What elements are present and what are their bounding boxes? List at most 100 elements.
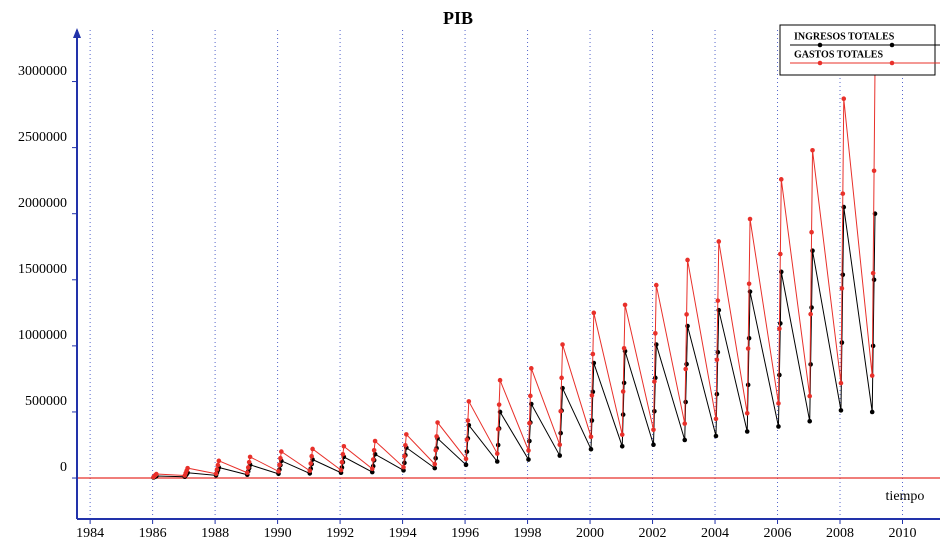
y-tick-label: 2500000 bbox=[18, 130, 67, 145]
data-point bbox=[557, 442, 563, 448]
data-point bbox=[685, 257, 690, 263]
x-axis-label: tiempo bbox=[886, 489, 925, 504]
data-point bbox=[369, 466, 375, 472]
data-point bbox=[622, 302, 628, 308]
data-point bbox=[310, 446, 315, 452]
data-point bbox=[839, 340, 845, 345]
data-point bbox=[591, 310, 597, 316]
data-point bbox=[651, 427, 656, 433]
data-point bbox=[684, 361, 689, 367]
data-point bbox=[464, 449, 470, 454]
data-point bbox=[714, 357, 720, 363]
data-point bbox=[684, 312, 689, 317]
data-point bbox=[808, 311, 813, 317]
data-point bbox=[652, 408, 657, 414]
data-point bbox=[402, 453, 407, 459]
legend-dot bbox=[889, 42, 895, 48]
data-point bbox=[494, 451, 500, 456]
data-point bbox=[744, 410, 750, 416]
y-axis-arrow bbox=[73, 28, 81, 38]
data-point bbox=[433, 455, 438, 461]
data-point bbox=[840, 272, 846, 278]
data-point bbox=[620, 412, 626, 417]
data-point bbox=[619, 432, 625, 437]
data-point bbox=[808, 362, 813, 367]
data-point bbox=[588, 446, 594, 452]
data-point bbox=[713, 416, 719, 422]
data-point bbox=[213, 471, 219, 477]
y-tick-label: 1000000 bbox=[18, 328, 67, 343]
data-point bbox=[370, 457, 376, 462]
data-point bbox=[589, 418, 595, 423]
x-tick-label: 1990 bbox=[264, 526, 292, 541]
data-point bbox=[463, 462, 469, 468]
x-tick-label: 1998 bbox=[514, 526, 542, 541]
data-point bbox=[526, 448, 531, 453]
data-point bbox=[619, 444, 625, 449]
data-point bbox=[215, 462, 221, 468]
data-point bbox=[494, 459, 500, 464]
data-point bbox=[870, 343, 876, 349]
data-point bbox=[560, 342, 565, 347]
data-point bbox=[588, 434, 594, 440]
data-point bbox=[715, 349, 721, 355]
data-point bbox=[465, 418, 471, 423]
data-point bbox=[369, 469, 375, 475]
data-point bbox=[558, 408, 563, 414]
data-point bbox=[807, 418, 813, 424]
data-point bbox=[746, 335, 752, 341]
data-point bbox=[528, 393, 533, 399]
data-point bbox=[776, 401, 781, 406]
x-tick-label: 1992 bbox=[326, 526, 354, 541]
y-tick-label: 1500000 bbox=[18, 262, 67, 277]
data-point bbox=[682, 421, 688, 426]
data-point bbox=[246, 459, 252, 465]
data-point bbox=[401, 468, 406, 473]
data-point bbox=[495, 442, 501, 448]
data-point bbox=[745, 382, 751, 388]
data-point bbox=[559, 375, 564, 381]
chart-title: PIB bbox=[443, 8, 473, 28]
data-point bbox=[715, 298, 721, 303]
data-point bbox=[463, 456, 469, 462]
data-point bbox=[620, 389, 626, 394]
data-point bbox=[185, 465, 190, 471]
x-tick-label: 1994 bbox=[389, 526, 417, 541]
data-point bbox=[870, 270, 876, 276]
data-point bbox=[777, 326, 782, 331]
data-point bbox=[278, 455, 283, 461]
data-point bbox=[653, 331, 658, 336]
data-point bbox=[527, 438, 532, 444]
data-point bbox=[558, 430, 563, 436]
x-tick-label: 1988 bbox=[201, 526, 229, 541]
data-point bbox=[216, 458, 222, 464]
legend-label: GASTOS TOTALES bbox=[794, 49, 883, 60]
data-point bbox=[244, 470, 250, 476]
data-point bbox=[839, 286, 845, 291]
data-point bbox=[683, 366, 688, 372]
data-point bbox=[776, 424, 781, 429]
x-tick-label: 1996 bbox=[451, 526, 479, 541]
data-point bbox=[747, 216, 753, 222]
y-tick-label: 3000000 bbox=[18, 64, 67, 79]
data-point bbox=[308, 461, 314, 466]
y-tick-label: 2000000 bbox=[18, 196, 67, 211]
data-point bbox=[871, 277, 877, 283]
data-point bbox=[340, 451, 346, 457]
legend-box bbox=[779, 24, 936, 76]
data-point bbox=[871, 168, 877, 174]
data-point bbox=[247, 454, 253, 460]
data-point bbox=[778, 251, 783, 257]
data-point bbox=[245, 465, 251, 470]
series-line bbox=[153, 68, 876, 478]
data-point bbox=[404, 432, 409, 437]
data-point bbox=[338, 467, 344, 473]
data-point bbox=[527, 420, 532, 426]
data-point bbox=[590, 351, 596, 357]
data-point bbox=[713, 433, 719, 439]
x-tick-label: 2004 bbox=[701, 526, 729, 541]
data-point bbox=[214, 467, 220, 472]
x-tick-label: 1986 bbox=[139, 526, 167, 541]
data-point bbox=[682, 437, 688, 443]
